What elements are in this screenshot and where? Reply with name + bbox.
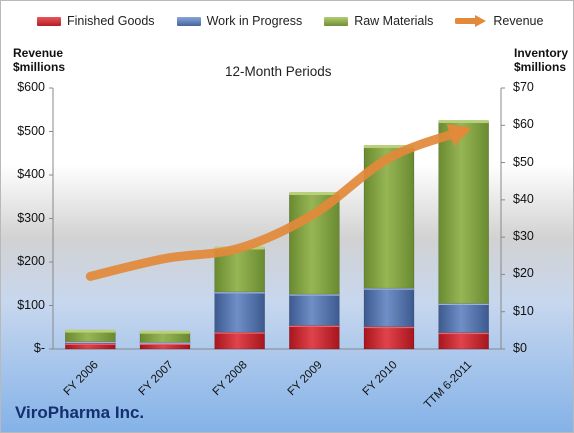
legend-label-work-in-progress: Work in Progress — [206, 14, 303, 28]
bar-work-in-progress — [438, 303, 489, 333]
left-tick-label: $300 — [17, 210, 45, 225]
bar-raw-materials-cap — [438, 120, 489, 124]
bar-work-in-progress — [289, 293, 340, 326]
left-tick-label: $400 — [17, 167, 45, 181]
right-tick-label: $20 — [513, 266, 534, 281]
bar-finished-goods — [289, 325, 340, 350]
bar-raw-materials-cap — [65, 329, 116, 333]
legend-item-finished-goods: Finished Goods — [37, 14, 155, 28]
bar-finished-goods — [363, 326, 415, 350]
legend-label-revenue: Revenue — [493, 14, 544, 28]
right-tick-label: $40 — [513, 191, 534, 206]
legend-item-raw-materials: Raw Materials — [324, 14, 433, 28]
bar-finished-goods-cap — [438, 331, 489, 335]
left-axis-title-line1: Revenue — [13, 46, 64, 60]
legend-swatch-work-in-progress — [176, 16, 201, 26]
bar-work-in-progress — [214, 291, 265, 333]
right-axis-title-line2: $millions — [514, 60, 567, 74]
legend-arrow-revenue — [455, 15, 487, 27]
bar-raw-materials-cap — [140, 330, 190, 334]
legend: Finished Goods Work in Progress Raw Mate… — [37, 9, 565, 33]
left-axis-title-line2: $millions — [13, 60, 66, 74]
bar-work-in-progress — [363, 287, 415, 327]
bar-raw-materials-cap — [364, 145, 414, 149]
right-tick-label: $10 — [513, 303, 534, 318]
revenue-arrowhead — [446, 123, 472, 147]
legend-label-finished-goods: Finished Goods — [67, 14, 155, 28]
right-tick-label: $50 — [513, 154, 534, 169]
left-tick-label: $100 — [17, 297, 45, 312]
left-tick-label: $500 — [17, 123, 45, 138]
left-tick-label: $- — [33, 341, 45, 355]
bar-finished-goods — [214, 331, 265, 350]
right-axis-title-line1: Inventory — [514, 46, 569, 60]
legend-swatch-finished-goods — [37, 16, 61, 26]
revenue-line — [85, 126, 469, 281]
left-tick-label: $600 — [17, 80, 45, 94]
legend-label-raw-materials: Raw Materials — [354, 14, 434, 28]
bar-finished-goods — [438, 332, 489, 350]
legend-item-revenue: Revenue — [455, 14, 543, 28]
bar-raw-materials-cap — [289, 192, 340, 196]
right-tick-label: $0 — [513, 341, 527, 355]
bar-raw-materials — [65, 330, 116, 342]
bar-raw-materials — [139, 331, 191, 343]
legend-swatch-raw-materials — [324, 16, 349, 26]
company-name: ViroPharma Inc. — [15, 403, 145, 422]
right-axis-title: Inventory $millions — [514, 46, 568, 74]
left-axis-title: Revenue $millions — [13, 46, 65, 74]
legend-item-work-in-progress: Work in Progress — [176, 14, 303, 28]
right-tick-label: $70 — [513, 80, 534, 94]
right-tick-label: $30 — [513, 229, 534, 244]
chart-subtitle: 12-Month Periods — [225, 64, 332, 79]
left-tick-label: $200 — [17, 254, 45, 268]
right-tick-label: $60 — [513, 117, 534, 132]
bar-raw-materials — [438, 121, 489, 304]
